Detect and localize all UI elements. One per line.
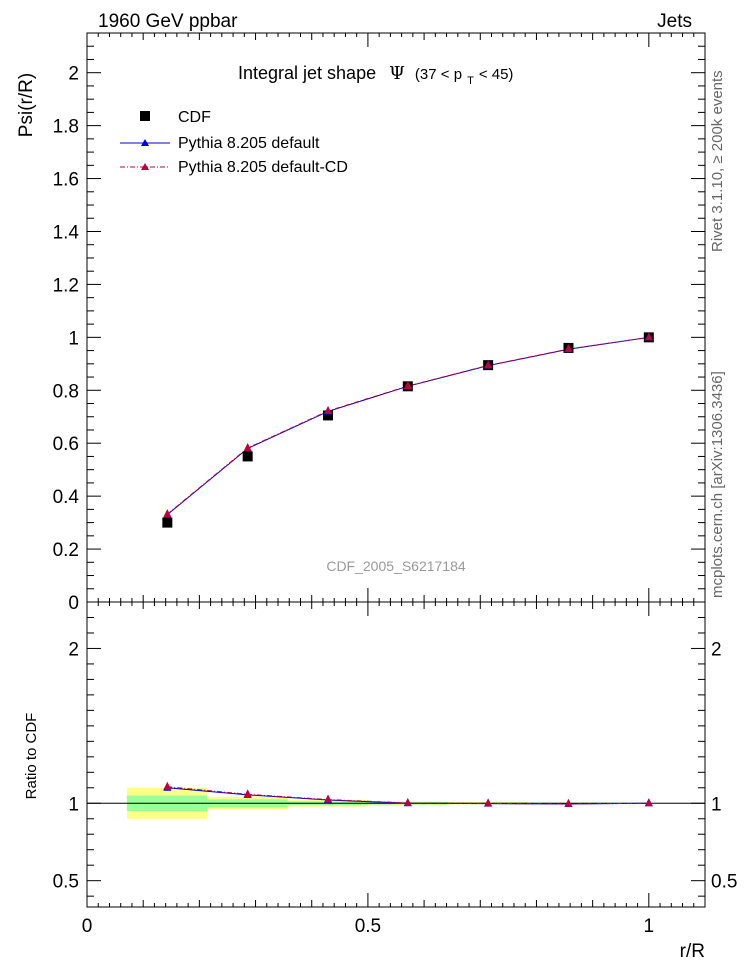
ratio-point-pythia-8-205-default-cd [644, 798, 653, 807]
ratio-plot-panel: 0.5 0.5 1 1 2 2 0 0.5 1 Ratio to CDF r/R [23, 601, 737, 962]
main-point-pythia-8-205-default-cd [644, 332, 653, 341]
main-point-pythia-8-205-default-cd [324, 405, 333, 414]
header-category: Jets [657, 11, 692, 32]
ratio-point-pythia-8-205-default-cd [243, 789, 252, 798]
chart-title-symbol: Ψ [389, 63, 405, 84]
ratio-series-markers [163, 781, 653, 808]
main-ytick-label: 0.8 [53, 381, 79, 402]
main-point-cdf [162, 517, 173, 528]
ratio-axis-ticks: 0.5 0.5 1 1 2 2 0 0.5 1 [53, 602, 737, 937]
legend-label-pythia-default: Pythia 8.205 default [178, 135, 320, 152]
main-ytick-label: 2 [68, 64, 79, 85]
ratio-point-pythia-8-205-default-cd [163, 781, 172, 790]
main-ytick-label: 0 [68, 593, 79, 614]
ratio-point-pythia-8-205-default-cd [484, 798, 493, 807]
main-point-cdf [242, 451, 253, 462]
main-point-pythia-8-205-default-cd [163, 509, 172, 518]
legend: CDF Pythia 8.205 default Pythia 8.205 de… [120, 109, 348, 176]
xtick-label: 1 [644, 916, 655, 937]
ratio-point-pythia-8-205-default-cd [403, 797, 412, 806]
legend-label-cdf: CDF [178, 109, 211, 126]
main-point-cdf [323, 410, 334, 421]
main-ytick-label: 1.4 [53, 222, 80, 243]
main-ytick-label: 0.4 [53, 487, 80, 508]
legend-marker-pythia-cd [141, 163, 149, 170]
chart-title-range-close: < 45) [479, 66, 514, 83]
main-plot-panel: 0 0.2 0.4 0.6 0.8 1 1.2 1.4 1.6 1.8 2 Psi(r/R) CDF… [16, 32, 706, 614]
main-point-pythia-8-205-default-cd [484, 360, 493, 369]
chart-title-range-subscript: T [467, 75, 474, 87]
x-axis-label: r/R [680, 941, 705, 962]
rivet-version-label: Rivet 3.1.10, ≥ 200k events [709, 70, 726, 252]
ratio-point-pythia-8-205-default-cd [324, 794, 333, 803]
main-ytick-label: 1.6 [53, 170, 79, 191]
xtick-label: 0 [82, 916, 93, 937]
ratio-y-axis-label: Ratio to CDF [23, 713, 40, 800]
main-ytick-label: 1.8 [53, 117, 79, 138]
legend-item-cdf: CDF [140, 109, 211, 126]
mcplots-label: mcplots.cern.ch [arXiv:1306.3436] [709, 371, 726, 598]
main-axis-ticks: 0 0.2 0.4 0.6 0.8 1 1.2 1.4 1.6 1.8 2 [53, 33, 705, 614]
chart-title-main: Integral jet shape [238, 63, 376, 83]
ratio-ytick-label: 0.5 [53, 872, 79, 893]
legend-item-pythia-default: Pythia 8.205 default [120, 135, 320, 152]
legend-item-pythia-cd: Pythia 8.205 default-CD [120, 159, 348, 176]
ratio-ytick-label: 1 [68, 794, 79, 815]
main-ytick-label: 1 [68, 328, 79, 349]
main-ytick-label: 0.6 [53, 434, 79, 455]
ratio-plot-frame [86, 601, 706, 908]
legend-marker-cdf [140, 111, 150, 121]
chart-title-range: (37 < p [415, 66, 462, 83]
ratio-ytick-label: 2 [68, 639, 79, 660]
legend-label-pythia-cd: Pythia 8.205 default-CD [178, 159, 348, 176]
xtick-label: 0.5 [355, 916, 381, 937]
main-y-axis-label: Psi(r/R) [16, 73, 37, 137]
ratio-point-pythia-8-205-default-cd [564, 798, 573, 807]
main-point-pythia-8-205-default-cd [564, 343, 573, 352]
main-ytick-label: 0.2 [53, 540, 79, 561]
main-line-pythia-8-205-default [167, 336, 649, 516]
main-line-pythia-8-205-default-cd [167, 336, 649, 515]
ratio-ytick-label-right: 0.5 [711, 872, 737, 893]
chart-title: Integral jet shape Ψ (37 < p T < 45) [238, 63, 513, 88]
main-point-pythia-8-205-default-cd [243, 442, 252, 451]
main-ytick-label: 1.2 [53, 275, 79, 296]
main-series-markers [162, 332, 654, 528]
header-energy: 1960 GeV ppbar [98, 11, 238, 32]
ratio-ytick-label-right: 2 [711, 639, 722, 660]
main-point-pythia-8-205-default-cd [403, 381, 412, 390]
legend-marker-pythia-default [141, 139, 149, 146]
watermark-analysis-id: CDF_2005_S6217184 [326, 558, 466, 574]
main-series-lines [167, 336, 649, 516]
ratio-ytick-label-right: 1 [711, 794, 722, 815]
